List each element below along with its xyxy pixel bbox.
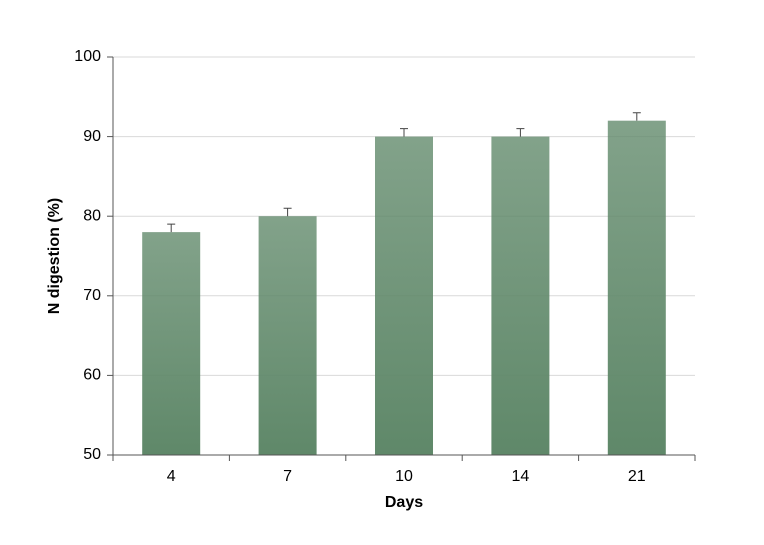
bar (375, 136, 433, 455)
y-axis-title: N digestion (%) (46, 198, 63, 314)
y-tick-label: 70 (83, 287, 101, 304)
error-bar (632, 112, 641, 121)
error-bar (167, 223, 176, 233)
x-tick-label: 21 (628, 468, 646, 485)
y-tick-label: 100 (74, 48, 101, 65)
bar (607, 120, 666, 456)
y-tick-label: 60 (83, 367, 101, 384)
bar (491, 136, 550, 455)
bar (142, 232, 201, 455)
x-tick-label: 10 (395, 468, 413, 485)
y-tick-label: 50 (83, 446, 101, 463)
error-bar (516, 128, 525, 137)
y-tick-label: 90 (83, 128, 101, 145)
error-bar (283, 207, 292, 217)
x-axis-title: Days (385, 494, 423, 511)
x-tick-label: 7 (283, 468, 292, 485)
x-tick-label: 14 (512, 468, 530, 485)
x-tick-label: 4 (167, 468, 176, 485)
error-bar (400, 128, 408, 137)
bar (258, 216, 317, 455)
y-tick-label: 80 (83, 207, 101, 224)
